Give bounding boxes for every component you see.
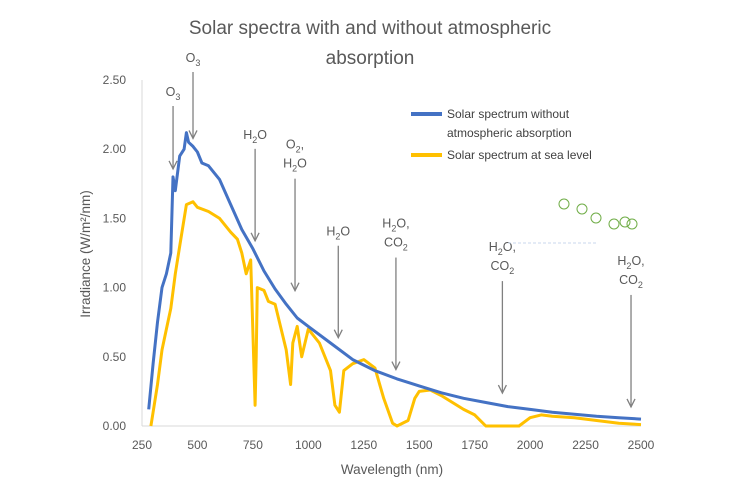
series-without-atmosphere [147,131,642,421]
annotation-label-text: , [301,138,304,152]
watermark-circle [608,218,620,230]
annotation-label: O3 [186,51,201,68]
x-tick-label: 1500 [406,438,433,452]
x-tick-label: 1750 [461,438,488,452]
annotation-label: O2, [286,138,304,155]
x-tick-label: 2500 [628,438,655,452]
watermark-circle [590,212,602,224]
y-tick-label: 2.50 [103,73,127,87]
annotation-arrowhead [290,282,300,293]
annotation-label: H2O [283,157,307,174]
annotation-label: H2O, [489,240,516,257]
annotation-label: CO2 [619,273,643,290]
annotation-label-subscript: 2 [498,247,503,257]
legend-label-without-line-2: atmospheric absorption [447,126,572,140]
annotation-label-text: H [243,128,252,142]
annotation-label-subscript: 2 [252,135,257,145]
annotation-label-text: O [166,85,176,99]
watermark-decoration [508,198,638,244]
annotation-label-subscript: 2 [296,145,301,155]
annotation-label-text: O, [631,254,644,268]
annotation-label-text: H [283,157,292,171]
legend: Solar spectrum without atmospheric absor… [411,107,592,162]
annotation: H2O [243,128,267,243]
annotation-label-text: H [382,217,391,231]
y-tick-label: 2.00 [103,142,127,156]
annotation-label-text: H [489,240,498,254]
annotation-label-subscript: 3 [195,58,200,68]
x-tick-label: 500 [187,438,207,452]
annotation-label: O3 [166,85,181,102]
annotation-label: H2O, [382,217,409,234]
annotation-label-subscript: 2 [626,261,631,271]
annotation-arrowhead [333,329,343,340]
annotation: O2,H2O [283,138,307,293]
series-sea-level [149,200,642,428]
y-axis-title: Irradiance (W/m²/nm) [78,190,93,318]
y-tick-label: 1.50 [103,211,127,225]
annotation-label-text: CO [384,236,403,250]
x-tick-label: 1000 [295,438,322,452]
annotation-label-subscript: 2 [391,224,396,234]
annotation-label: H2O [326,225,350,242]
watermark-circle [576,203,588,215]
annotation: H2O,CO2 [489,240,516,395]
chart-title-line-2: absorption [326,48,415,69]
annotation-label: CO2 [384,236,408,253]
y-tick-label: 0.00 [103,419,127,433]
annotation-label-text: H [326,225,335,239]
annotation-arrowhead [168,160,178,171]
watermark-circle [626,218,638,230]
series-layer [147,131,642,428]
annotation: H2O,CO2 [617,254,645,409]
annotation-label-text: O, [396,217,409,231]
y-tick-label: 1.00 [103,281,127,295]
legend-label-sea-level: Solar spectrum at sea level [447,148,592,162]
annotation-label-text: O [257,128,267,142]
x-tick-label: 2000 [517,438,544,452]
x-tick-label: 2250 [572,438,599,452]
annotation-label-text: H [617,254,626,268]
chart-title-line-1: Solar spectra with and without atmospher… [189,18,551,39]
watermark-circle [558,198,570,210]
annotation-label: CO2 [491,259,515,276]
annotation-label-text: CO [491,259,510,273]
x-tick-label: 250 [132,438,152,452]
annotation: O3 [186,51,201,140]
annotation: H2O,CO2 [382,217,410,372]
annotation-label-text: O [286,138,296,152]
annotation-arrowhead [188,130,198,140]
x-tick-label: 1250 [350,438,377,452]
annotation: O3 [166,85,181,171]
x-tick-labels: 250 500 750 1000 1250 1500 1750 2000 2250 2500 [132,438,655,452]
annotation-label-text: O, [503,240,516,254]
annotation-label: H2O [243,128,267,145]
annotation-label-text: CO [619,273,638,287]
annotation-arrowhead [497,384,507,395]
annotation-label-subscript: 2 [403,243,408,253]
y-tick-label: 0.50 [103,350,127,364]
annotation-label-text: O [340,225,350,239]
annotation: H2O [326,225,350,340]
annotation-label-subscript: 2 [509,266,514,276]
y-tick-labels: 0.00 0.50 1.00 1.50 2.00 2.50 [103,73,127,433]
legend-label-without-line-1: Solar spectrum without [447,107,570,121]
annotation-label-text: O [297,157,307,171]
annotation-label-text: O [186,51,196,65]
annotation-label-subscript: 2 [638,280,643,290]
annotation-arrowhead [391,361,401,372]
annotation-arrowhead [626,398,636,409]
annotation-arrowhead [250,232,260,243]
annotation-label-subscript: 3 [175,92,180,102]
x-tick-label: 750 [243,438,263,452]
annotation-label-subscript: 2 [292,164,297,174]
watermark-circle [619,216,631,228]
annotation-label: H2O, [617,254,644,271]
x-axis-title: Wavelength (nm) [341,462,443,477]
annotation-label-subscript: 2 [335,232,340,242]
